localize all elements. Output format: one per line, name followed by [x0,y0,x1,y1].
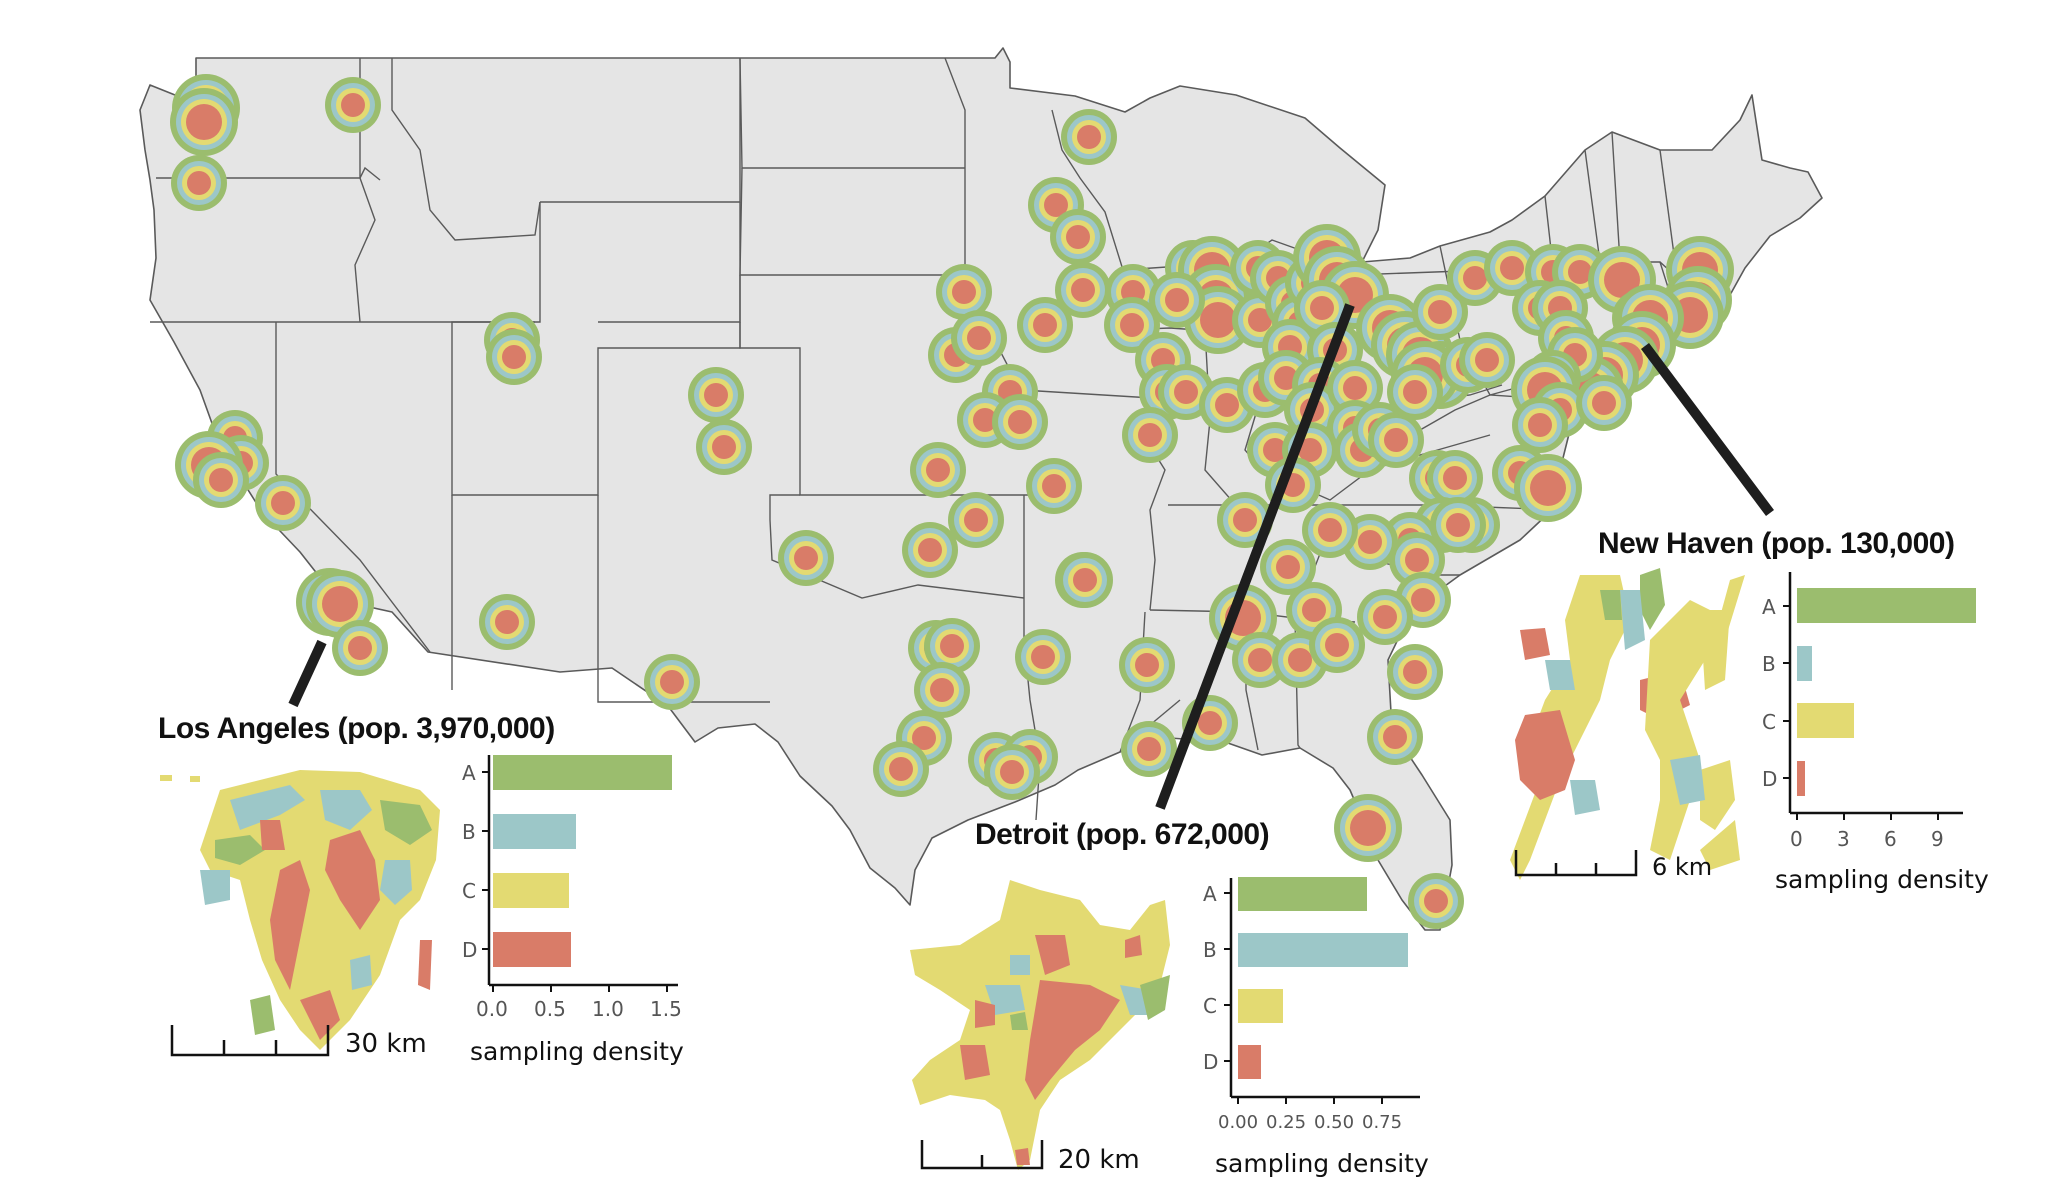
leader-line-la [288,639,327,708]
detroit-bar-a [1238,877,1367,911]
newhaven-scale-bar [1514,850,1638,877]
newhaven-bar-c [1797,703,1854,738]
leader-line-detroit [1155,303,1355,810]
detroit-bar-b [1238,933,1408,967]
newhaven-bar-a [1797,588,1976,623]
newhaven-xtick-0: 0 [1790,827,1803,851]
la-ytick-b: B [462,820,476,844]
newhaven-bar-chart: A B C D 0 3 6 9 sampling density [1762,572,1989,894]
newhaven-bar-d [1797,761,1805,796]
newhaven-ytick-c: C [1762,710,1776,734]
detroit-scale-bar [920,1140,1044,1170]
la-bar-a [493,755,672,790]
la-ytick-d: D [462,938,477,962]
newhaven-title: New Haven (pop. 130,000) [1598,527,1955,560]
detroit-title: Detroit (pop. 672,000) [975,818,1270,851]
detroit-bar-d [1238,1045,1261,1079]
la-ytick-a: A [462,761,476,785]
la-bar-chart: A B C D 0.0 0.5 1.0 1.5 sampling density [462,755,684,1066]
la-inset-map [160,770,440,1050]
detroit-ytick-a: A [1203,882,1217,906]
newhaven-xtick-2: 6 [1884,827,1897,851]
detroit-bar-c [1238,989,1283,1023]
newhaven-xtick-1: 3 [1837,827,1850,851]
la-scale-label: 30 km [345,1029,427,1059]
la-scale-bar [170,1025,330,1057]
newhaven-ytick-a: A [1762,595,1776,619]
la-xtick-0: 0.0 [476,997,508,1021]
la-xaxis-title: sampling density [470,1037,684,1066]
newhaven-ytick-d: D [1762,767,1777,791]
detroit-bar-chart: A B C D 0.00 0.25 0.50 0.75 sampling den… [1203,877,1429,1178]
la-bar-c [493,873,569,908]
newhaven-xtick-3: 9 [1931,827,1944,851]
detroit-xtick-1: 0.25 [1266,1112,1306,1133]
detroit-xtick-2: 0.50 [1314,1112,1354,1133]
la-bar-d [493,932,571,967]
newhaven-ytick-b: B [1762,652,1776,676]
newhaven-bar-b [1797,646,1812,681]
la-xtick-1: 0.5 [534,997,566,1021]
detroit-ytick-b: B [1203,938,1217,962]
la-bar-b [493,814,576,849]
newhaven-scale-label: 6 km [1652,853,1712,881]
detroit-xaxis-title: sampling density [1215,1149,1429,1178]
la-xtick-3: 1.5 [650,997,682,1021]
la-title: Los Angeles (pop. 3,970,000) [158,712,555,745]
la-ytick-c: C [462,879,476,903]
newhaven-inset-map [1510,568,1745,880]
detroit-scale-label: 20 km [1058,1145,1140,1175]
la-xtick-2: 1.0 [592,997,624,1021]
detroit-inset-map [910,880,1170,1170]
leader-line-newhaven [1640,343,1775,516]
detroit-ytick-d: D [1203,1050,1218,1074]
newhaven-xaxis-title: sampling density [1775,865,1989,894]
detroit-xtick-0: 0.00 [1218,1112,1258,1133]
leader-lines [288,303,1775,810]
detroit-ytick-c: C [1203,994,1217,1018]
detroit-xtick-3: 0.75 [1362,1112,1402,1133]
